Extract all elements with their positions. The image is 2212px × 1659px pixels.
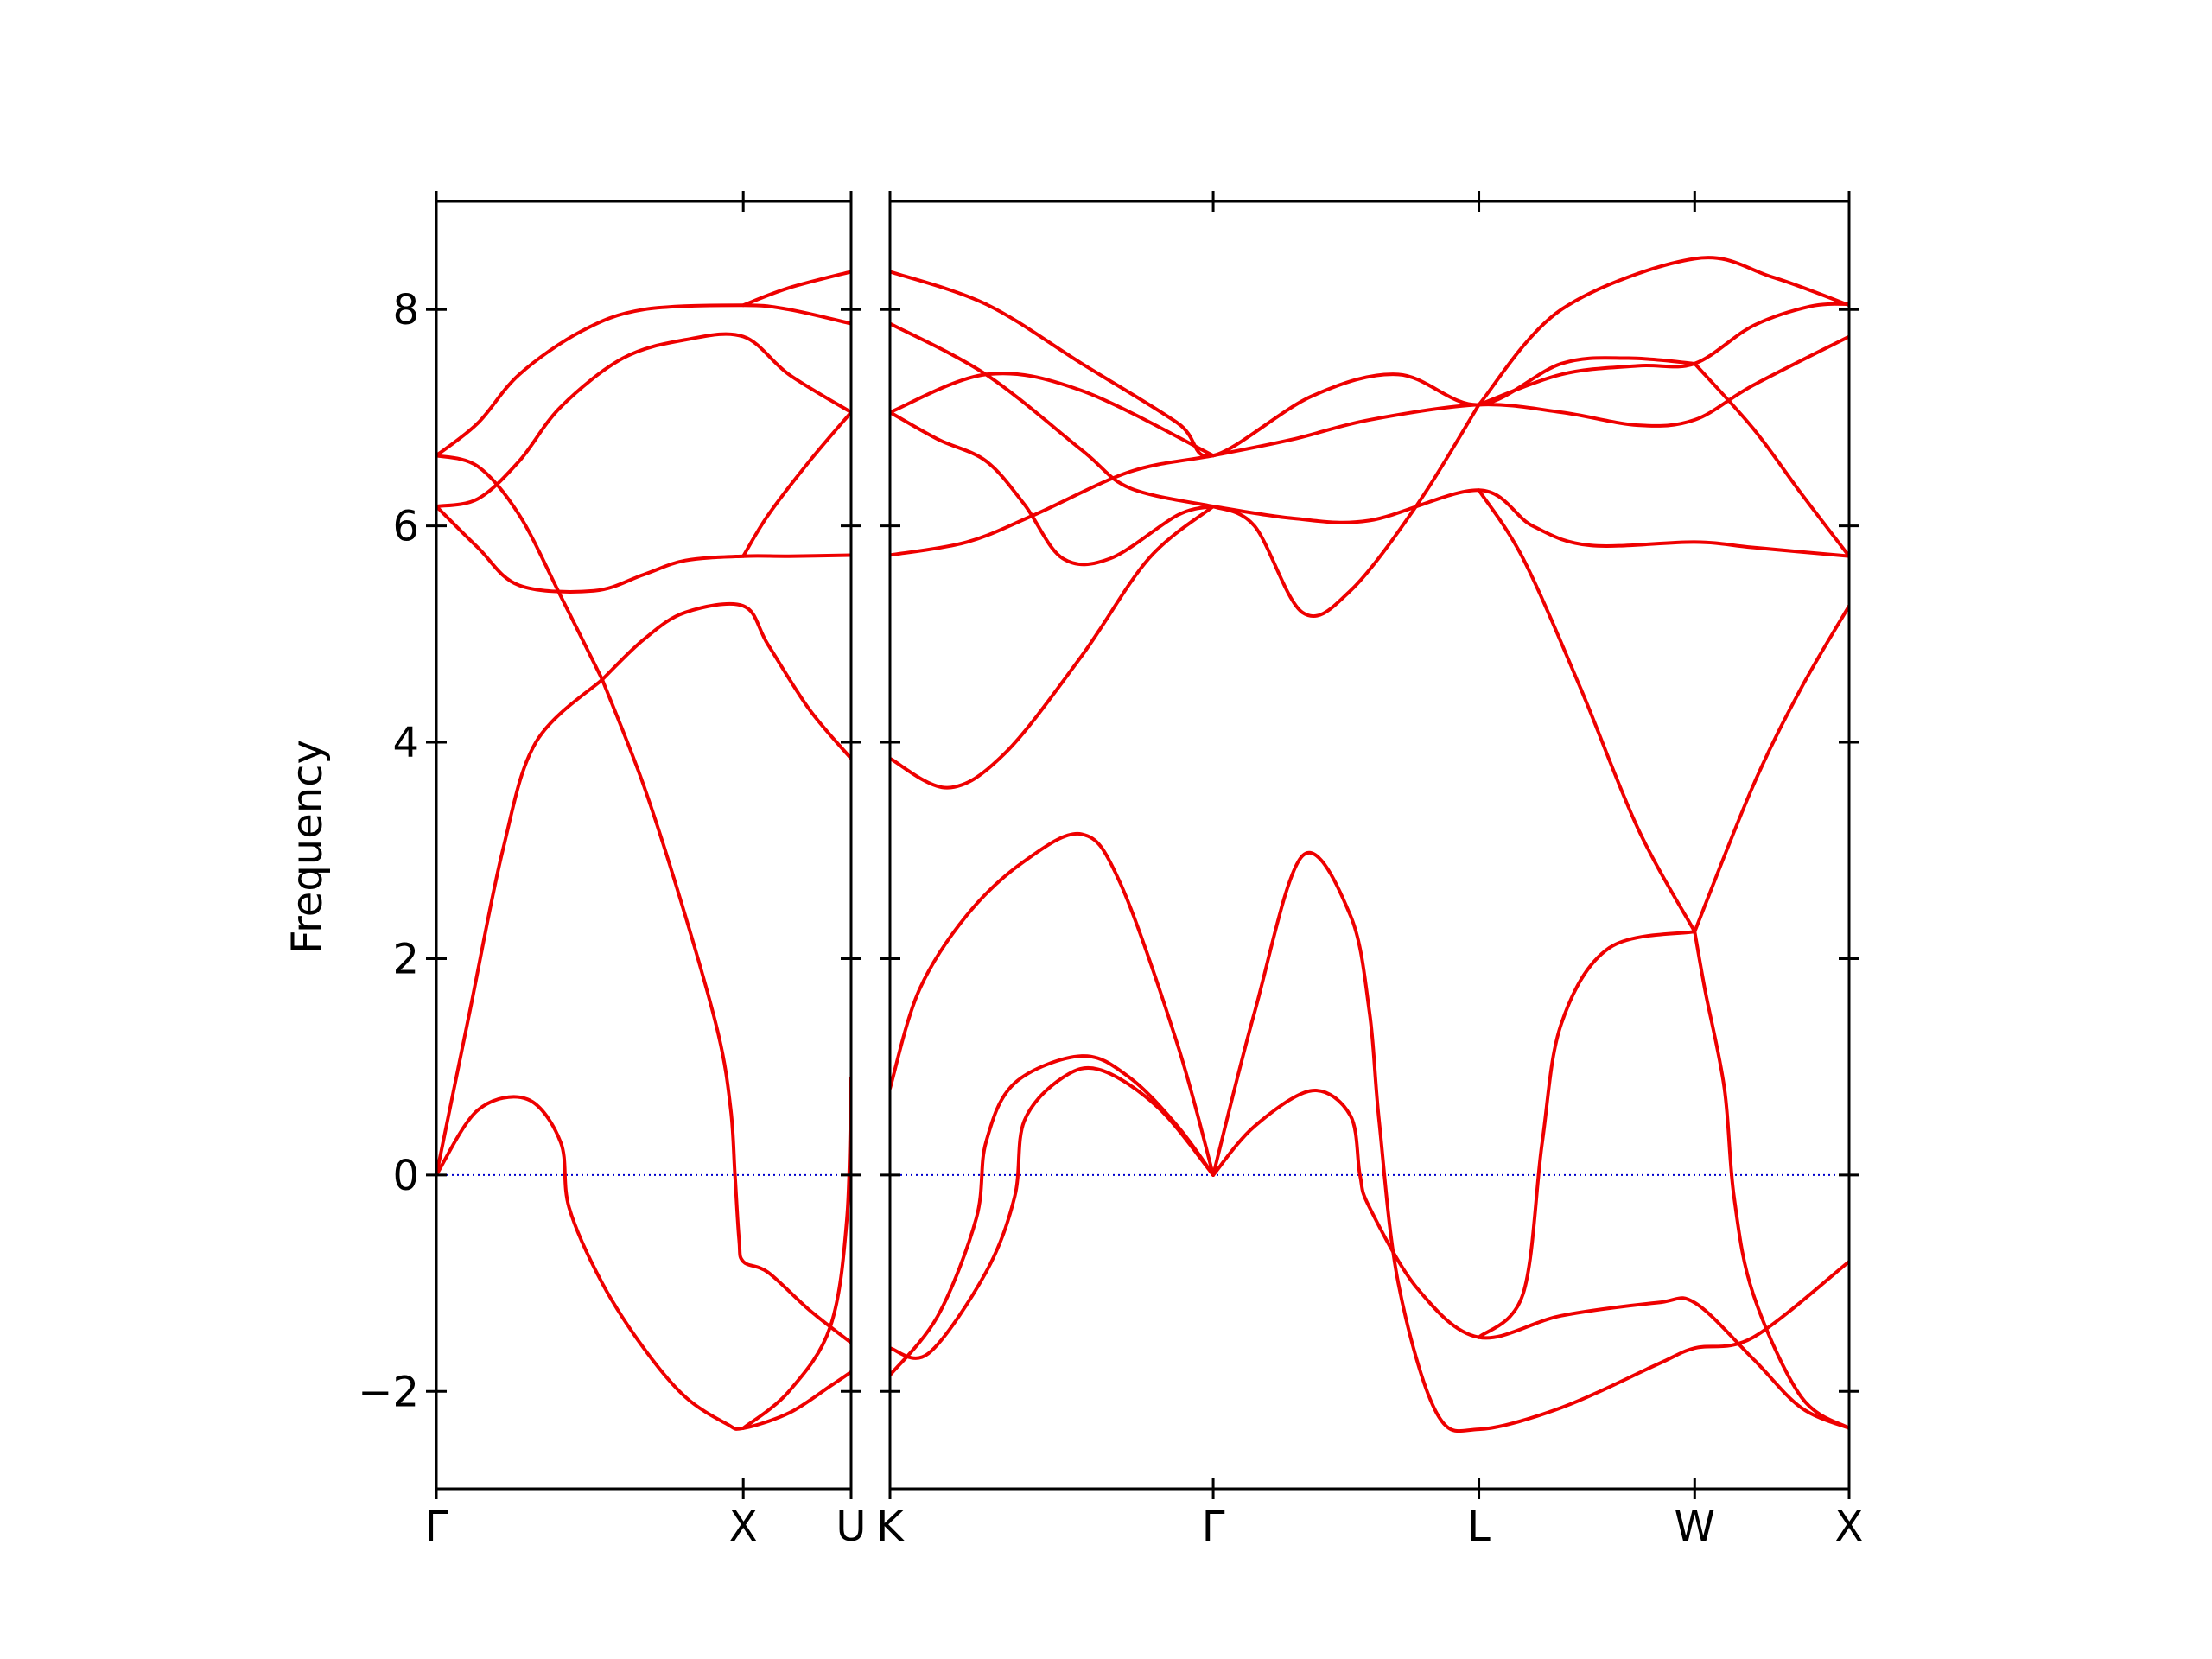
x-tick-label: W — [1675, 1503, 1715, 1551]
band-line-0-8 — [741, 410, 851, 558]
band-line-1-17 — [1477, 302, 1849, 407]
x-tick-label: L — [1467, 1503, 1491, 1551]
band-line-1-12 — [1211, 403, 1481, 619]
band-line-0-7 — [436, 303, 851, 458]
x-tick-label: U — [836, 1503, 866, 1551]
band-line-1-16 — [890, 270, 1697, 458]
band-line-0-3 — [436, 454, 604, 682]
band-line-0-4 — [601, 677, 851, 1344]
band-line-1-4 — [1211, 1089, 1849, 1430]
y-tick-label: 2 — [392, 935, 419, 983]
x-tick-label: Γ — [1202, 1503, 1225, 1551]
band-line-1-10 — [890, 334, 1849, 557]
band-line-0-6 — [436, 332, 851, 509]
band-line-1-7 — [1693, 604, 1849, 934]
x-tick-label: X — [729, 1503, 758, 1551]
x-tick-label: X — [1835, 1503, 1864, 1551]
y-tick-label: 8 — [392, 286, 419, 334]
band-line-1-0 — [890, 1054, 1216, 1377]
y-tick-label: −2 — [358, 1368, 419, 1416]
band-line-1-14 — [890, 372, 1216, 458]
band-line-1-5 — [1477, 930, 1697, 1339]
band-line-1-9 — [1477, 488, 1697, 934]
band-line-1-13 — [1211, 488, 1849, 558]
band-line-1-18 — [1477, 256, 1849, 407]
band-line-1-8 — [890, 505, 1216, 790]
plot-frame — [435, 200, 853, 1491]
band-line-0-2 — [601, 601, 851, 760]
band-line-1-6 — [1693, 930, 1849, 1430]
y-tick-label: 6 — [392, 503, 419, 551]
band-line-1-19 — [1693, 361, 1849, 558]
x-tick-label: K — [876, 1503, 905, 1551]
band-line-1-2 — [890, 831, 1216, 1177]
band-line-0-9 — [741, 270, 851, 308]
band-line-0-0 — [436, 1095, 851, 1431]
band-line-0-10 — [741, 1076, 851, 1430]
band-line-1-1 — [890, 1065, 1216, 1360]
y-tick-label: 0 — [392, 1152, 419, 1200]
x-tick-label: Γ — [425, 1503, 448, 1551]
band-line-1-3 — [1211, 851, 1849, 1433]
y-tick-labels: −2 0 2 4 6 8 — [358, 286, 419, 1416]
band-line-1-15 — [890, 321, 1216, 509]
band-line-0-5 — [436, 505, 851, 594]
y-axis-label: Frequency — [283, 740, 332, 954]
band-line-0-1 — [436, 677, 604, 1177]
band-line-1-11 — [890, 410, 1216, 567]
y-tick-label: 4 — [392, 719, 419, 767]
plot-frame — [888, 200, 1851, 1491]
